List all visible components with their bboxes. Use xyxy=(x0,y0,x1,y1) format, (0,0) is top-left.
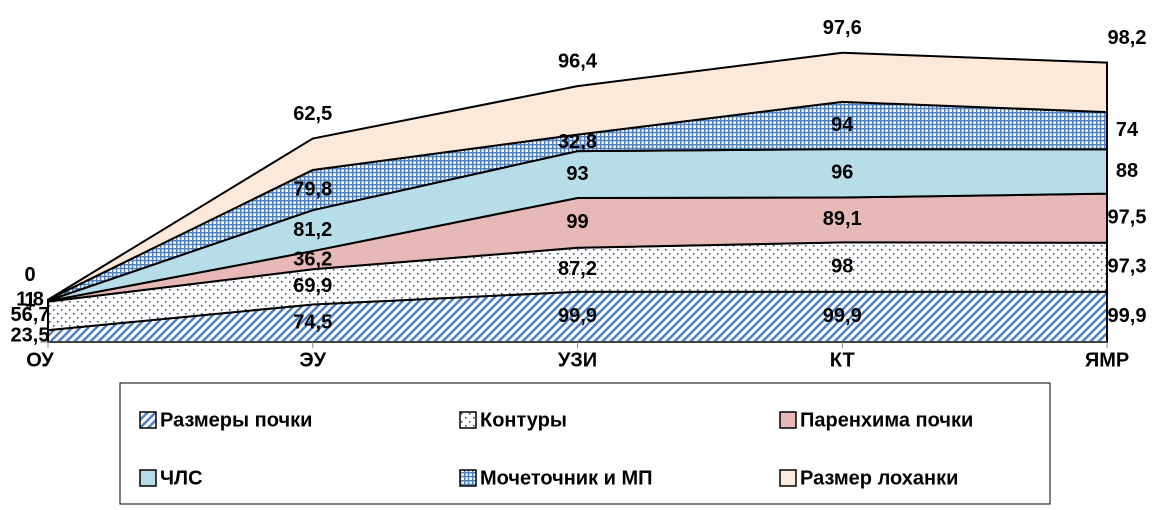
data-label: 74,5 xyxy=(293,312,332,334)
legend-label: Контуры xyxy=(480,409,567,431)
data-label: 98,2 xyxy=(1108,27,1147,49)
data-label: 32,8 xyxy=(558,131,597,153)
data-label: 93 xyxy=(566,163,588,185)
data-label: 89,1 xyxy=(823,208,862,230)
data-label: 79,8 xyxy=(293,178,332,200)
data-label: 0 xyxy=(24,264,35,286)
data-label: 97,5 xyxy=(1108,206,1147,228)
data-label: 88 xyxy=(1116,160,1138,182)
area xyxy=(47,51,1108,301)
legend-swatch xyxy=(139,469,157,487)
legend-label: Размер лоханки xyxy=(800,467,958,489)
x-tick-label: УЗИ xyxy=(558,349,597,371)
data-label: 94 xyxy=(831,114,854,136)
legend-swatch xyxy=(459,411,477,429)
data-label: 56,7 xyxy=(11,304,50,326)
data-label: 69,9 xyxy=(293,275,332,297)
x-tick-label: КТ xyxy=(830,349,855,371)
data-label: 99,9 xyxy=(823,305,862,327)
data-label: 97,3 xyxy=(1108,255,1147,277)
legend-swatch xyxy=(139,411,157,429)
data-label: 81,2 xyxy=(293,219,332,241)
legend-label: Паренхима почки xyxy=(800,409,973,431)
data-label: 99,9 xyxy=(1108,305,1147,327)
data-label: 97,6 xyxy=(823,17,862,39)
legend-swatch xyxy=(779,411,797,429)
data-label: 1 xyxy=(24,290,35,312)
legend-swatch xyxy=(779,469,797,487)
data-label: 1,8 xyxy=(16,288,44,310)
legend-label: Мочеточник и МП xyxy=(480,467,653,489)
x-tick-label: ОУ xyxy=(26,349,54,371)
x-tick-label: ЯМР xyxy=(1085,349,1129,371)
data-label: 98 xyxy=(831,255,853,277)
data-label: 62,5 xyxy=(293,103,332,125)
data-label: 99,9 xyxy=(558,305,597,327)
legend-label: ЧЛС xyxy=(160,467,203,489)
data-label: 96,4 xyxy=(558,50,598,72)
data-label: 1 xyxy=(24,289,35,311)
legend-swatch xyxy=(459,469,477,487)
data-label: 96 xyxy=(831,162,853,184)
data-label: 87,2 xyxy=(558,258,597,280)
data-label: 23,5 xyxy=(11,324,50,346)
data-label: 74 xyxy=(1116,119,1139,141)
legend-label: Размеры почки xyxy=(160,409,312,431)
legend-box xyxy=(119,382,1051,505)
data-label: 36,2 xyxy=(293,248,332,270)
data-label: 99 xyxy=(566,211,588,233)
x-tick-label: ЭУ xyxy=(299,349,326,371)
